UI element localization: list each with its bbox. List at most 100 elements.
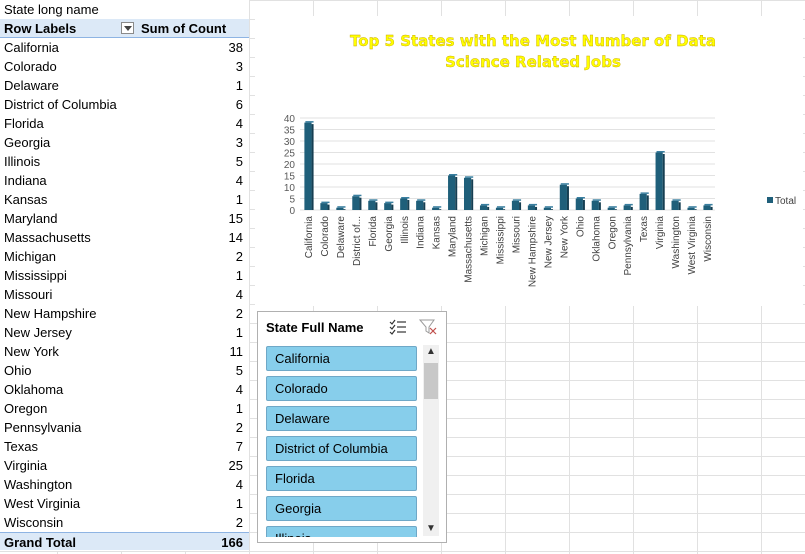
pivot-row[interactable]: Virginia 25 [0,456,249,475]
pivot-row[interactable]: New Hampshire 2 [0,304,249,323]
slicer-scrollbar[interactable]: ▲ ▼ [423,345,439,536]
bar-top [449,174,458,176]
pivot-row[interactable]: Indiana 4 [0,171,249,190]
bar-side [678,202,681,210]
slicer-item[interactable]: District of Columbia [266,436,417,461]
pivot-row[interactable]: Wisconsin 2 [0,513,249,532]
bar-top [369,199,378,201]
pivot-row[interactable]: Kansas 1 [0,190,249,209]
scroll-down-icon[interactable]: ▼ [426,523,436,534]
bar-side [710,206,713,210]
slicer-item[interactable]: Georgia [266,496,417,521]
pivot-row[interactable]: New Jersey 1 [0,323,249,342]
pivot-row-label: Delaware [4,78,59,93]
bar [575,198,583,210]
pivot-row[interactable]: Missouri 4 [0,285,249,304]
pivot-row-value: 4 [235,382,243,397]
pivot-row-label: New Jersey [4,325,72,340]
pivot-row-value: 15 [228,211,243,226]
slicer-item[interactable]: Florida [266,466,417,491]
pivot-row-value: 3 [235,135,243,150]
bar [448,175,456,210]
pivot-row[interactable]: Georgia 3 [0,133,249,152]
slicer-item[interactable]: California [266,346,417,371]
x-tick-label: Virginia [655,216,666,250]
x-tick-label: California [304,216,315,259]
bar [416,200,424,210]
pivot-row-value: 2 [235,249,243,264]
x-tick-label: Oklahoma [591,216,602,262]
bar-side [630,206,633,210]
pivot-row-value: 1 [235,192,243,207]
pivot-row[interactable]: Texas 7 [0,437,249,456]
bar [543,207,551,210]
legend-label: Total [775,196,796,207]
pivot-row-value: 14 [228,230,243,245]
x-tick-label: Texas [639,216,650,242]
bar-side [582,200,585,210]
scroll-thumb[interactable] [424,363,438,399]
bar-side [375,202,378,210]
bar [368,200,376,210]
clear-filter-icon[interactable] [419,319,437,335]
pivot-row-label: West Virginia [4,496,81,511]
pivot-row[interactable]: Florida 4 [0,114,249,133]
slicer-item[interactable]: Illinois [266,526,417,537]
pivot-row[interactable]: Michigan 2 [0,247,249,266]
pivot-row-label: Wisconsin [4,515,64,530]
x-tick-label: Indiana [416,216,427,249]
pivot-row[interactable]: Pennsylvania 2 [0,418,249,437]
bar-top [337,206,346,208]
pivot-row[interactable]: New York 11 [0,342,249,361]
bar-top [608,206,617,208]
bar-top [592,199,601,201]
pivot-row-value: 4 [235,173,243,188]
pivot-row[interactable]: California 38 [0,38,249,57]
pivot-rows: California 38 Colorado 3 Delaware 1 District o… [0,38,249,532]
state-slicer[interactable]: State Full Name California Colorado Delawa… [257,311,447,543]
row-labels-filter-dropdown-icon[interactable] [121,22,134,34]
filter-label: State long name [4,2,99,17]
bar [527,205,536,210]
pivot-row[interactable]: Illinois 5 [0,152,249,171]
x-tick-label: Washington [671,216,682,268]
pivot-row[interactable]: Washington 4 [0,475,249,494]
pivot-row[interactable]: West Virginia 1 [0,494,249,513]
scroll-up-icon[interactable]: ▲ [426,346,436,357]
pivot-row[interactable]: Oregon 1 [0,399,249,418]
pivot-row-value: 1 [235,268,243,283]
bar-top [480,203,490,206]
pivot-row-label: Massachusetts [4,230,91,245]
pivot-row[interactable]: District of Columbia 6 [0,95,249,114]
bar-side [439,209,442,210]
pivot-row[interactable]: Maryland 15 [0,209,249,228]
bar-side [471,179,474,210]
x-tick-label: Wisconsin [703,216,714,262]
bar-top [576,197,585,199]
y-tick-label: 5 [289,195,295,206]
chart-area[interactable]: Top 5 States with the Most Number of Dat… [255,16,803,306]
pivot-row-label: Pennsylvania [4,420,82,435]
pivot-row[interactable]: Ohio 5 [0,361,249,380]
pivot-row[interactable]: Colorado 3 [0,57,249,76]
y-tick-label: 20 [284,160,296,171]
x-tick-label: New York [559,215,570,258]
bar-side [391,204,394,210]
bar [655,152,663,210]
slicer-item[interactable]: Delaware [266,406,417,431]
chart-title-line: Science Related Jobs [445,53,621,71]
y-tick-label: 15 [284,172,296,183]
bar-side [694,209,697,210]
bar [639,193,647,210]
multi-select-icon[interactable] [389,319,407,335]
grand-total-row: Grand Total 166 [0,532,249,551]
pivot-row-label: New York [4,344,59,359]
slicer-item[interactable]: Colorado [266,376,417,401]
row-labels-header: Row Labels [4,21,77,36]
pivot-row[interactable]: Oklahoma 4 [0,380,249,399]
pivot-row[interactable]: Delaware 1 [0,76,249,95]
pivot-row[interactable]: Massachusetts 14 [0,228,249,247]
y-tick-label: 35 [284,126,296,137]
pivot-row[interactable]: Mississippi 1 [0,266,249,285]
bar-side [487,206,490,210]
